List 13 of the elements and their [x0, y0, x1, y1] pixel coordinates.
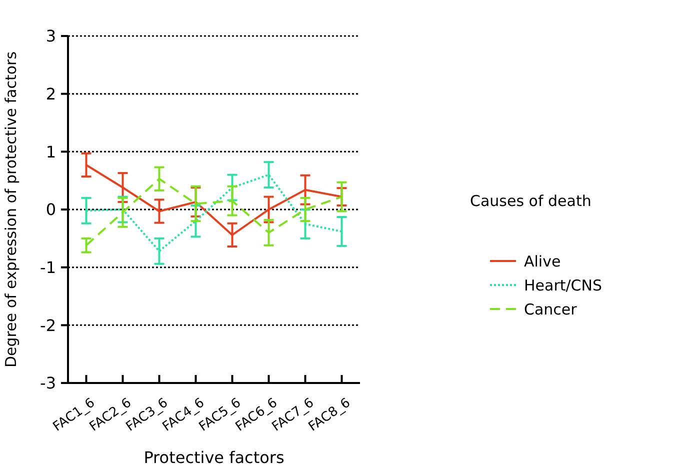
legend-title: Causes of death — [470, 192, 592, 210]
y-tick-label: -1 — [40, 258, 56, 277]
y-tick-label: 2 — [46, 84, 56, 104]
y-tick-label: 0 — [46, 200, 56, 220]
y-tick-label: -2 — [40, 316, 56, 335]
legend-label: Alive — [524, 252, 561, 270]
y-tick-label: -3 — [40, 374, 56, 393]
legend-label: Heart/CNS — [524, 276, 602, 294]
x-axis-title: Protective factors — [144, 448, 284, 467]
y-tick-label: 3 — [46, 26, 56, 46]
y-axis-title: Degree of expression of protective factors — [2, 51, 20, 368]
legend-label: Cancer — [524, 300, 578, 318]
y-tick-label: 1 — [46, 142, 56, 162]
